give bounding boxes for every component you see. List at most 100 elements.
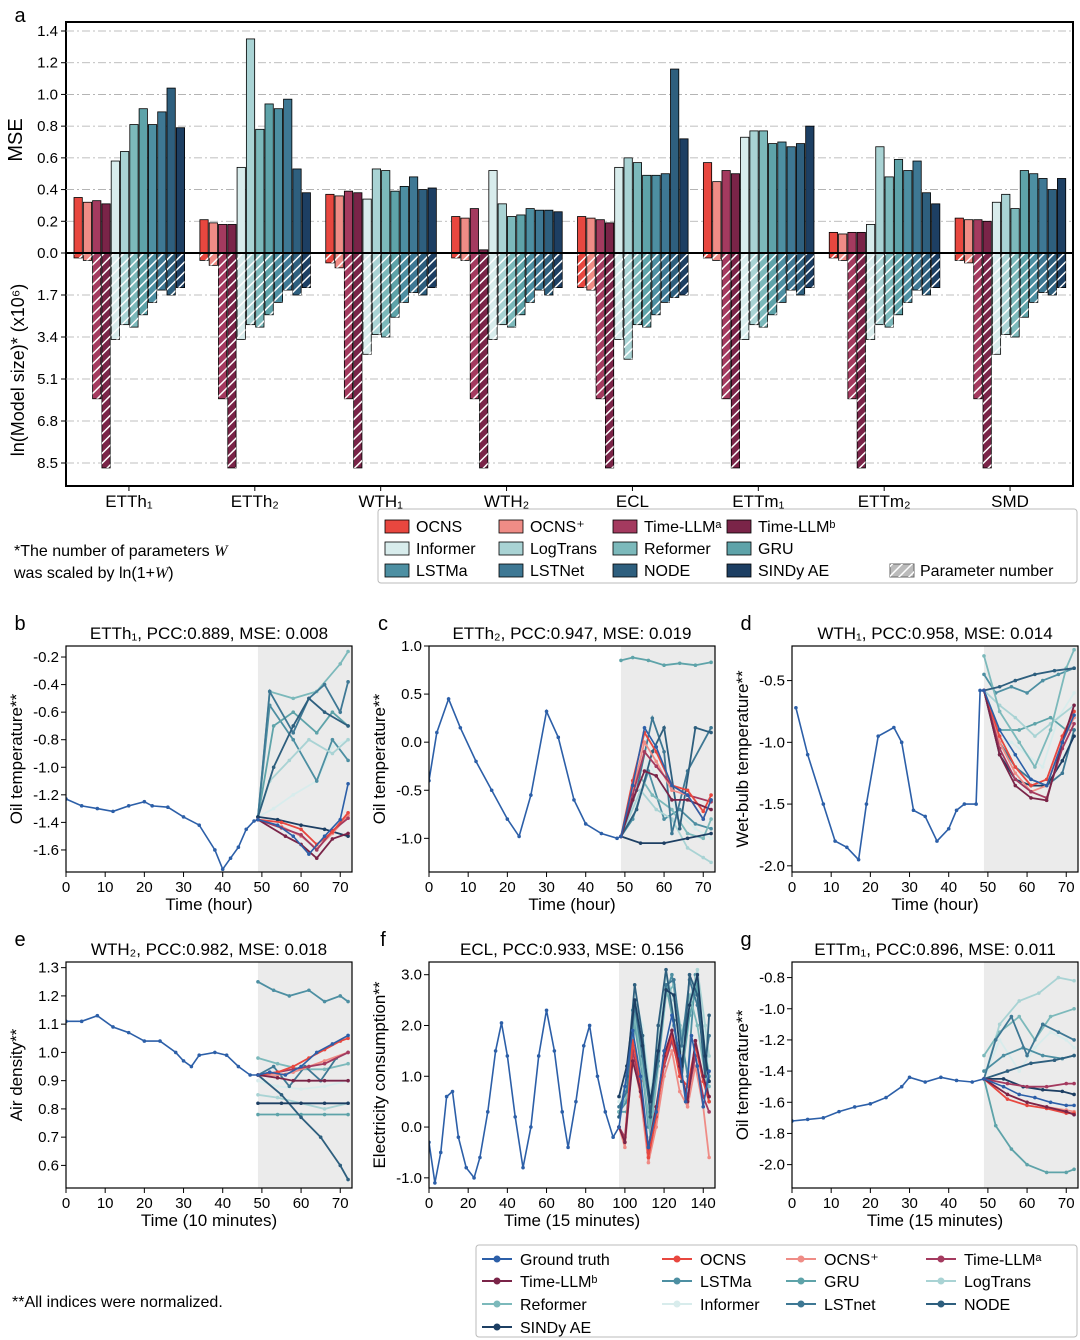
y-tick-label: -1.0 <box>396 1170 422 1187</box>
forecast-point <box>1044 1084 1049 1089</box>
size-bar-hatch <box>983 253 992 468</box>
forecast-point <box>654 759 659 764</box>
x-tick-label: 20 <box>136 1195 153 1212</box>
forecast-point <box>314 731 319 735</box>
y-tick-label: 0.2 <box>37 213 58 230</box>
x-tick-label: 0 <box>788 1195 796 1212</box>
ground-truth-point <box>856 857 861 862</box>
mse-bar <box>679 138 689 254</box>
forecast-point <box>322 1107 327 1111</box>
size-bar-hatch <box>167 253 176 295</box>
forecast-point <box>318 1135 323 1139</box>
size-bar-hatch <box>400 253 409 303</box>
panel-title: WTH₁, PCC:0.958, MSE: 0.014 <box>817 624 1052 643</box>
forecast-point <box>279 1092 284 1097</box>
ground-truth-point <box>689 1033 694 1038</box>
y-tick-label: 0.4 <box>37 182 58 199</box>
ground-truth-point <box>275 823 280 827</box>
mse-bar <box>409 176 419 254</box>
legend-label: LSTMa <box>700 1274 752 1291</box>
x-tick-label: ETTh₁ <box>105 492 153 511</box>
forecast-point <box>346 810 350 815</box>
x-tick-label: 50 <box>617 879 634 896</box>
forecast-point <box>677 826 682 831</box>
forecast-point <box>1001 1053 1006 1058</box>
ground-truth-point <box>299 1064 303 1069</box>
y-tick-label: 1.2 <box>38 988 59 1005</box>
ground-truth-point <box>654 1110 659 1114</box>
forecast-point <box>1072 978 1076 983</box>
ground-truth-point <box>707 1069 711 1073</box>
legend-label: SINDy AE <box>758 563 829 580</box>
ground-truth-point <box>954 1078 959 1083</box>
forecast-point <box>291 710 296 714</box>
forecast-point <box>662 817 666 821</box>
forecast-point <box>1044 1170 1049 1175</box>
forecast-point <box>1005 1092 1010 1097</box>
forecast-line <box>257 812 349 846</box>
ground-truth-point <box>166 805 170 810</box>
forecast-point <box>1048 728 1053 732</box>
legend-swatch <box>384 541 410 556</box>
series-group <box>66 649 350 872</box>
forecast-point <box>695 967 700 972</box>
ground-truth-point <box>228 856 233 861</box>
size-bar-hatch <box>964 253 973 263</box>
forecast-point <box>271 765 276 770</box>
ground-truth-point <box>158 1039 162 1043</box>
size-bar-hatch <box>335 253 344 268</box>
forecast-point <box>346 816 350 821</box>
size-bar-hatch <box>101 253 111 468</box>
ground-truth-point <box>805 752 810 757</box>
forecast-point <box>330 837 335 841</box>
ground-truth-point <box>536 1054 541 1058</box>
forecast-point <box>703 1023 708 1028</box>
forecast-point <box>672 977 676 982</box>
ground-truth-point <box>566 1145 570 1150</box>
x-tick-label: 30 <box>175 1195 192 1212</box>
forecast-point <box>1033 722 1037 726</box>
size-bar-hatch <box>703 253 712 258</box>
forecast-point <box>307 988 311 993</box>
forecast-point <box>299 832 303 837</box>
ground-truth-line <box>792 1076 1075 1122</box>
size-bar-hatch <box>642 253 651 328</box>
y-tick-label: 0.0 <box>37 245 58 262</box>
forecast-point <box>1056 975 1061 980</box>
size-bar-hatch <box>973 253 983 399</box>
ground-truth-point <box>95 806 100 811</box>
forecast-point <box>299 827 303 832</box>
ground-truth-point <box>224 1053 229 1058</box>
forecast-point <box>642 740 647 744</box>
forecast-point <box>1001 1077 1006 1081</box>
forecast-point <box>709 826 713 831</box>
forecast-point <box>1029 1061 1033 1066</box>
size-bar-hatch <box>92 253 101 399</box>
legend-label: OCNS <box>416 519 462 536</box>
ground-truth-point <box>630 1028 635 1033</box>
size-bar-hatch <box>451 253 460 258</box>
size-bar-hatch <box>344 253 353 399</box>
legend-swatch <box>384 563 410 578</box>
size-bar-hatch <box>418 253 428 295</box>
legend-label: SINDy AE <box>520 1320 591 1337</box>
mse-bar <box>325 193 335 254</box>
x-tick-label: 40 <box>940 879 957 896</box>
ground-truth-point <box>521 1165 525 1170</box>
size-bar-hatch <box>922 253 931 295</box>
mse-bar <box>110 160 120 254</box>
ground-truth-point <box>587 1023 592 1028</box>
x-tick-label: SMD <box>991 492 1029 511</box>
panel-a-bar-chart: a 0.0 0.2 0.4 0.6 0.8 1.0 1.2 1.4 1.7 3.4 5.1 6.8 8.5… <box>5 5 1074 511</box>
y-tick-label: 1.0 <box>38 1044 59 1061</box>
forecast-line <box>983 1007 1075 1056</box>
forecast-point <box>1072 703 1076 708</box>
forecast-point <box>695 972 700 977</box>
ground-truth-point <box>267 1070 272 1074</box>
mse-bar <box>903 170 913 254</box>
ground-truth-point <box>472 1176 476 1180</box>
panel-title: WTH₂, PCC:0.982, MSE: 0.018 <box>91 940 327 959</box>
x-tick-label: 30 <box>538 879 555 896</box>
x-tick-label: 70 <box>332 879 349 896</box>
forecast-point <box>677 661 682 666</box>
